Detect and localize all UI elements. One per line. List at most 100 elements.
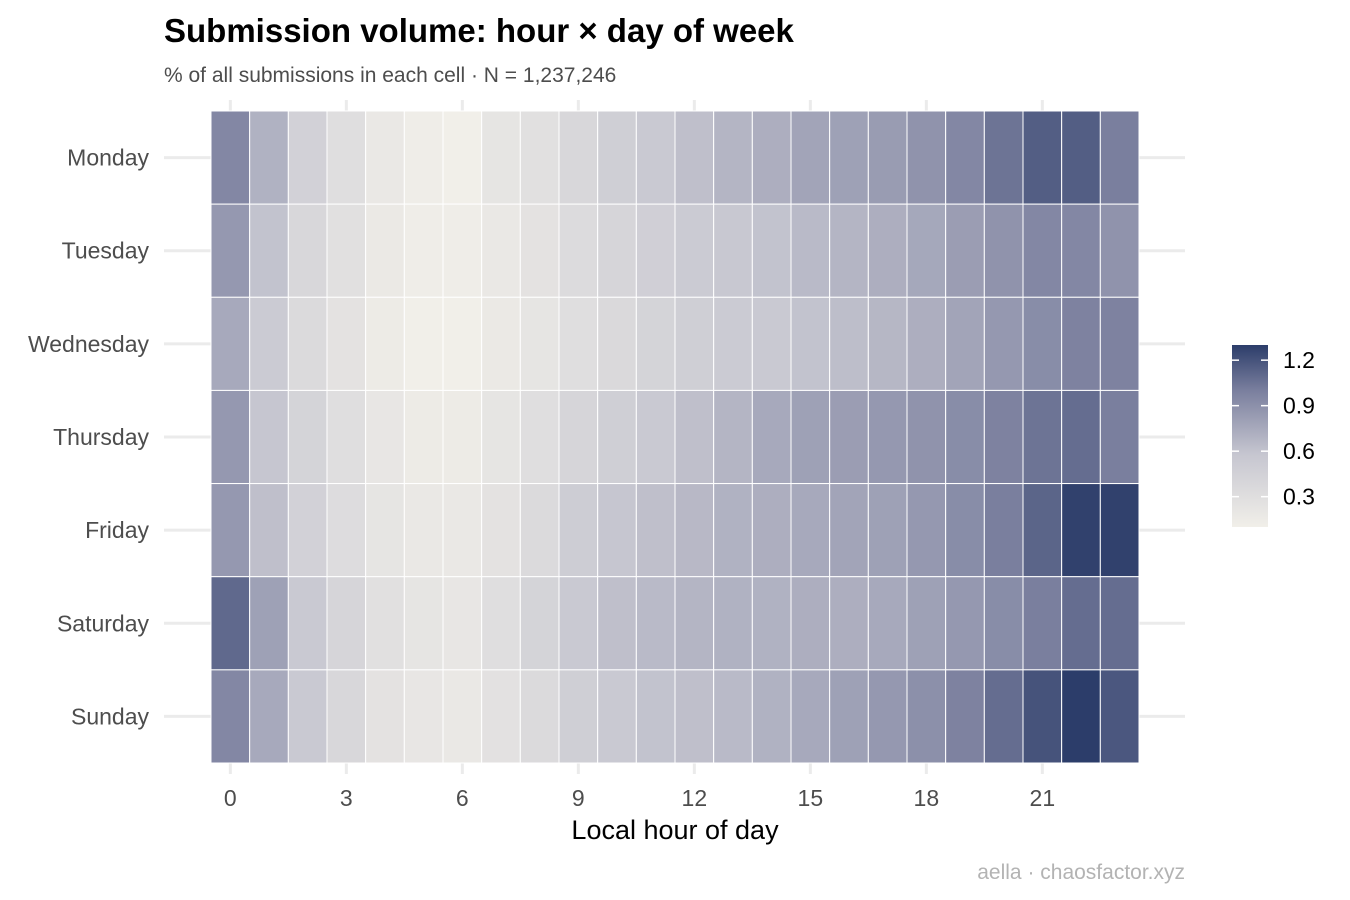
heatmap-cell (210, 669, 251, 764)
heatmap-cell (983, 203, 1024, 298)
heatmap-cell (249, 483, 289, 578)
x-tick-label: 6 (456, 785, 469, 811)
heatmap-cell (674, 296, 715, 391)
heatmap-cell (713, 203, 753, 298)
y-tick-label: Saturday (57, 610, 150, 636)
heatmap-cell (249, 110, 289, 205)
heatmap-cell (983, 296, 1024, 391)
heatmap-cell (597, 389, 637, 485)
heatmap-cell (829, 110, 869, 205)
heatmap-cell (1061, 389, 1101, 485)
heatmap-cell (945, 110, 985, 205)
heatmap-cell (1022, 483, 1063, 578)
heatmap-cell (481, 110, 521, 205)
heatmap-cell (867, 669, 908, 764)
heatmap-cell (558, 576, 599, 671)
heatmap-cell (906, 576, 947, 671)
colorbar-tick-label: 1.2 (1283, 347, 1315, 373)
heatmap-cell (481, 576, 521, 671)
heatmap-cell (481, 483, 521, 578)
heatmap-cell (597, 110, 637, 205)
heatmap-cell (674, 389, 715, 485)
heatmap-cell (442, 110, 483, 205)
heatmap-cell (287, 296, 328, 391)
heatmap-cell (558, 483, 599, 578)
heatmap-cell (829, 296, 869, 391)
heatmap-cell (326, 110, 367, 205)
heatmap-cell (1022, 669, 1063, 764)
heatmap-cell (403, 576, 444, 671)
heatmap-cell (1022, 576, 1063, 671)
heatmap-cell (326, 203, 367, 298)
heatmap-cell (790, 576, 831, 671)
y-tick-label: Monday (67, 145, 149, 171)
heatmap-cell (790, 389, 831, 485)
heatmap-cell (287, 576, 328, 671)
heatmap-cell (249, 203, 289, 298)
heatmap-cell (713, 576, 753, 671)
heatmap-cell (1022, 110, 1063, 205)
heatmap-cell (519, 110, 560, 205)
heatmap-cell (403, 669, 444, 764)
heatmap-cell (751, 576, 792, 671)
chart-subtitle: % of all submissions in each cell · N = … (164, 64, 616, 87)
heatmap-cell (481, 669, 521, 764)
caption: aella · chaosfactor.xyz (977, 861, 1185, 884)
heatmap-cell (365, 203, 405, 298)
heatmap-cell (1061, 203, 1101, 298)
heatmap-cell (867, 483, 908, 578)
color-legend: 0.3 0.6 0.9 1.2 (1232, 345, 1315, 527)
colorbar (1232, 345, 1268, 527)
heatmap-cell (365, 296, 405, 391)
heatmap-cell (635, 110, 676, 205)
heatmap-cell (442, 483, 483, 578)
heatmap-cell (287, 483, 328, 578)
x-axis-ticks: 0 3 6 9 12 15 18 21 (224, 785, 1055, 811)
heatmap-cell (403, 203, 444, 298)
heatmap-cell (558, 389, 599, 485)
heatmap-cell (1099, 203, 1140, 298)
heatmap-cell (210, 483, 251, 578)
heatmap-cell (597, 483, 637, 578)
heatmap-cell (635, 483, 676, 578)
heatmap-cell (674, 110, 715, 205)
heatmap-cell (519, 576, 560, 671)
heatmap-cell (906, 203, 947, 298)
heatmap-cell (519, 203, 560, 298)
heatmap-cell (790, 296, 831, 391)
heatmap-cell (635, 296, 676, 391)
heatmap-cell (326, 669, 367, 764)
x-tick-label: 21 (1030, 785, 1056, 811)
heatmap-cell (635, 389, 676, 485)
heatmap-cell (829, 576, 869, 671)
heatmap-cell (558, 296, 599, 391)
heatmap-cell (713, 296, 753, 391)
x-tick-label: 0 (224, 785, 237, 811)
x-axis-label: Local hour of day (571, 815, 779, 845)
heatmap-cell (635, 669, 676, 764)
heatmap-cell (519, 669, 560, 764)
heatmap-cell (751, 203, 792, 298)
x-tick-label: 15 (798, 785, 824, 811)
heatmap-cell (945, 296, 985, 391)
heatmap-cell (867, 389, 908, 485)
heatmap-cell (983, 669, 1024, 764)
heatmap-cell (442, 203, 483, 298)
heatmap-cell (481, 203, 521, 298)
heatmap-cell (867, 203, 908, 298)
heatmap-cell (635, 203, 676, 298)
y-tick-label: Wednesday (28, 331, 150, 357)
heatmap-cell (945, 389, 985, 485)
heatmap-cell (442, 669, 483, 764)
heatmap-cell (1099, 296, 1140, 391)
heatmap-cell (519, 483, 560, 578)
heatmap-cell (481, 296, 521, 391)
heatmap-cell (1061, 483, 1101, 578)
heatmap-cell (635, 576, 676, 671)
heatmap-cell (867, 296, 908, 391)
y-tick-label: Sunday (71, 703, 150, 729)
heatmap-cell (1061, 576, 1101, 671)
heatmap-cell (867, 576, 908, 671)
heatmap-cell (519, 389, 560, 485)
heatmap-cell (210, 576, 251, 671)
